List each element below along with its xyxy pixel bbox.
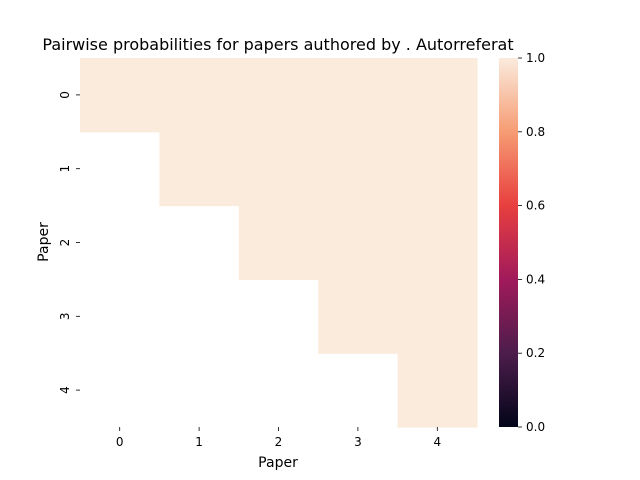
x-tick-label-0: 0	[116, 435, 124, 449]
heatmap-cell-1-3	[318, 131, 399, 207]
x-axis-label: Paper	[258, 455, 298, 471]
y-tick-label-3: 3	[58, 312, 72, 320]
colorbar-tick-label-5: 1.0	[526, 51, 545, 65]
heatmap-cell-3-4	[397, 279, 478, 354]
heatmap-cells	[80, 58, 478, 428]
x-axis-ticks: 0 1 2 3 4	[116, 427, 441, 449]
heatmap-cell-0-0	[80, 58, 160, 133]
colorbar-tick-label-1: 0.2	[526, 346, 545, 360]
heatmap-cell-2-4	[397, 205, 478, 280]
y-axis-ticks: 0 1 2 3 4	[58, 91, 80, 394]
x-tick-label-4: 4	[433, 435, 441, 449]
heatmap-cell-1-1	[159, 131, 240, 207]
x-tick-label-3: 3	[354, 435, 362, 449]
heatmap-cell-0-2	[238, 58, 319, 133]
heatmap-cell-0-3	[318, 58, 399, 133]
x-tick-label-2: 2	[275, 435, 283, 449]
colorbar	[499, 58, 518, 427]
heatmap-cell-1-4	[397, 131, 478, 207]
heatmap-cell-0-4	[397, 58, 478, 133]
heatmap-cell-0-1	[159, 58, 240, 133]
x-tick-label-1: 1	[195, 435, 203, 449]
y-tick-label-0: 0	[58, 91, 72, 99]
y-tick-label-4: 4	[58, 386, 72, 394]
heatmap-cell-3-3	[318, 279, 399, 354]
heatmap-cell-2-3	[318, 205, 399, 280]
heatmap-cell-2-2	[238, 205, 319, 280]
y-tick-label-1: 1	[58, 165, 72, 173]
colorbar-tick-label-3: 0.6	[526, 199, 545, 213]
heatmap-cell-4-4	[397, 353, 478, 428]
colorbar-tick-label-0: 0.0	[526, 420, 545, 434]
colorbar-tick-label-4: 0.8	[526, 125, 545, 139]
chart-title: Pairwise probabilities for papers author…	[42, 35, 513, 54]
heatmap-cell-1-2	[238, 131, 319, 207]
colorbar-ticks: 0.0 0.2 0.4 0.6 0.8 1.0	[518, 51, 545, 434]
y-tick-label-2: 2	[58, 239, 72, 247]
y-axis-label: Paper	[36, 222, 52, 262]
colorbar-tick-label-2: 0.4	[526, 272, 545, 286]
